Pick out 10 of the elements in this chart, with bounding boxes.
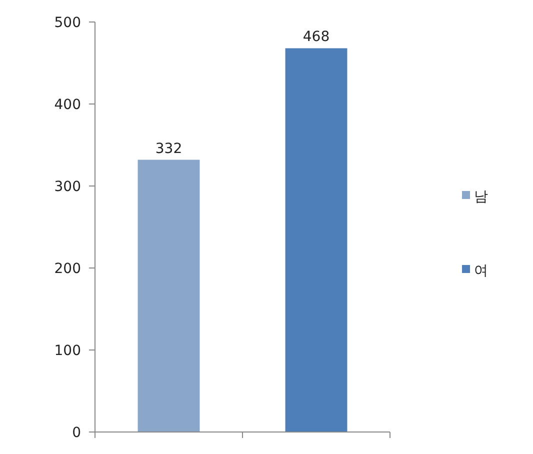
y-tick-label: 400 [54, 97, 81, 113]
legend-label: 남 [474, 189, 488, 205]
y-tick-label: 300 [54, 179, 81, 195]
data-label: 468 [302, 29, 330, 46]
y-tick-label: 500 [54, 15, 81, 31]
data-label: 332 [155, 140, 182, 157]
legend-label: 여 [474, 263, 488, 279]
y-tick-label: 200 [54, 261, 81, 277]
y-tick-label: 100 [54, 343, 81, 359]
y-tick-label: 0 [72, 425, 81, 441]
